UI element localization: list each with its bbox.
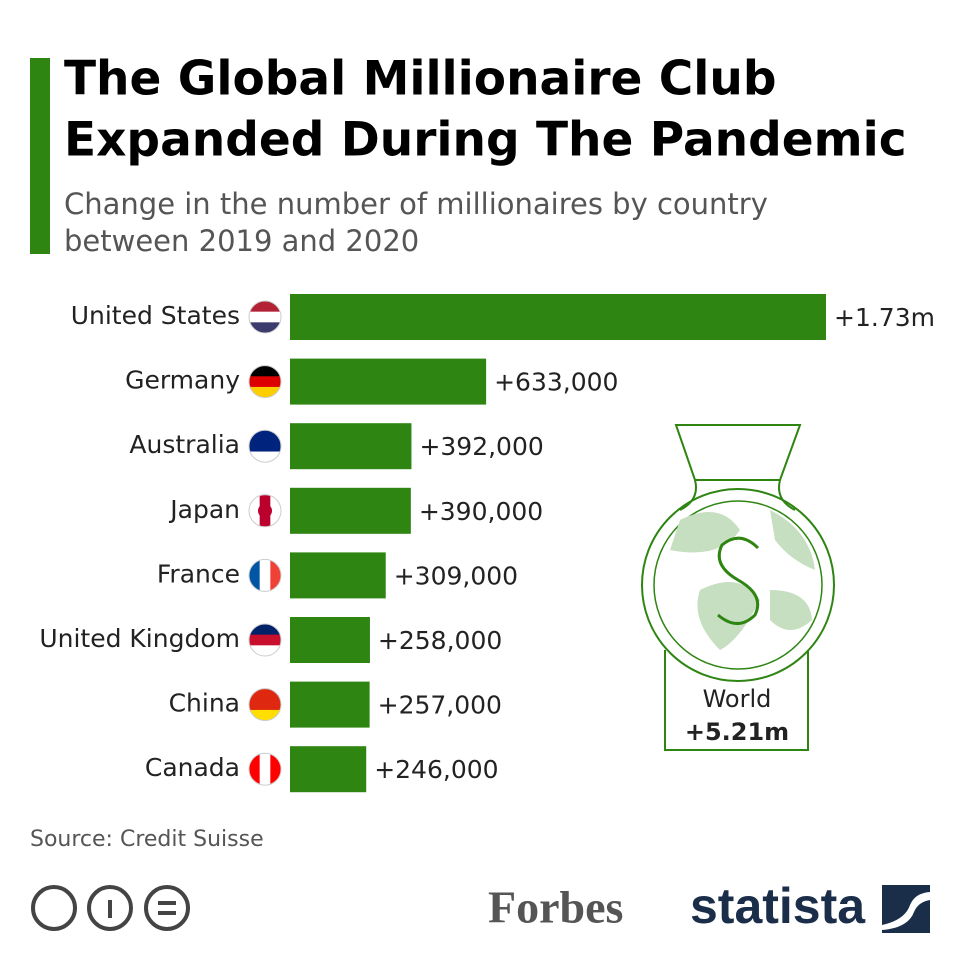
annotation-value: +5.21m xyxy=(685,718,789,746)
flag xyxy=(249,645,281,656)
bar xyxy=(290,358,487,405)
flag xyxy=(249,494,261,527)
chart-title: Expanded During The Pandemic xyxy=(64,113,907,168)
flag xyxy=(259,559,271,592)
category-label: Canada xyxy=(145,753,240,782)
value-label: +257,000 xyxy=(378,691,502,720)
flag-border xyxy=(248,558,282,592)
value-label: +309,000 xyxy=(394,561,518,590)
category-label: United Kingdom xyxy=(39,624,240,653)
annotation-label: World xyxy=(703,685,772,713)
flag xyxy=(249,634,281,646)
bar xyxy=(290,746,367,793)
flag-border xyxy=(248,688,282,722)
category-label: Australia xyxy=(129,430,240,459)
value-label: +1.73m xyxy=(834,303,935,332)
license-icons xyxy=(31,885,190,931)
flag xyxy=(249,430,281,442)
flag xyxy=(249,709,281,721)
bar xyxy=(290,681,370,728)
flag xyxy=(249,451,281,463)
bar xyxy=(290,423,412,470)
bar xyxy=(290,552,386,599)
flag-border xyxy=(248,623,282,657)
flag-border xyxy=(248,494,282,528)
flag xyxy=(258,503,272,518)
logo: Forbes xyxy=(488,882,623,933)
logo: statista xyxy=(690,878,866,934)
flag-border xyxy=(248,429,282,463)
flag-border xyxy=(248,365,282,399)
flag xyxy=(270,559,281,592)
flag xyxy=(259,753,271,786)
flag-border xyxy=(248,300,282,334)
flag xyxy=(249,699,281,711)
flag xyxy=(249,365,281,377)
flag-border xyxy=(248,752,282,786)
value-label: +246,000 xyxy=(374,755,498,784)
category-label: France xyxy=(157,559,240,588)
flag xyxy=(249,440,281,453)
flag xyxy=(249,322,281,333)
flag xyxy=(249,753,261,786)
category-label: Germany xyxy=(125,366,240,395)
flag xyxy=(249,301,281,313)
flag xyxy=(249,376,281,388)
flag xyxy=(270,494,281,527)
value-label: +258,000 xyxy=(378,626,502,655)
bar xyxy=(290,294,826,340)
value-label: +392,000 xyxy=(419,432,543,461)
money-bag xyxy=(641,424,835,751)
category-label: China xyxy=(169,689,240,718)
category-label: United States xyxy=(71,301,240,330)
bar xyxy=(290,617,370,663)
value-label: +633,000 xyxy=(494,368,618,397)
bar xyxy=(290,487,411,534)
source: Source: Credit Suisse xyxy=(30,827,264,852)
logo-icon xyxy=(882,885,930,933)
flag xyxy=(249,559,261,592)
flag xyxy=(270,753,281,786)
flag xyxy=(249,688,281,700)
flag xyxy=(249,624,281,636)
flag xyxy=(249,386,281,398)
flag xyxy=(249,311,281,323)
title-accent xyxy=(30,58,50,254)
value-label: +390,000 xyxy=(419,497,543,526)
category-label: Japan xyxy=(168,495,240,524)
subtitle: between 2019 and 2020 xyxy=(64,224,419,258)
chart-title: The Global Millionaire Club xyxy=(64,52,776,107)
subtitle: Change in the number of millionaires by … xyxy=(64,187,768,221)
